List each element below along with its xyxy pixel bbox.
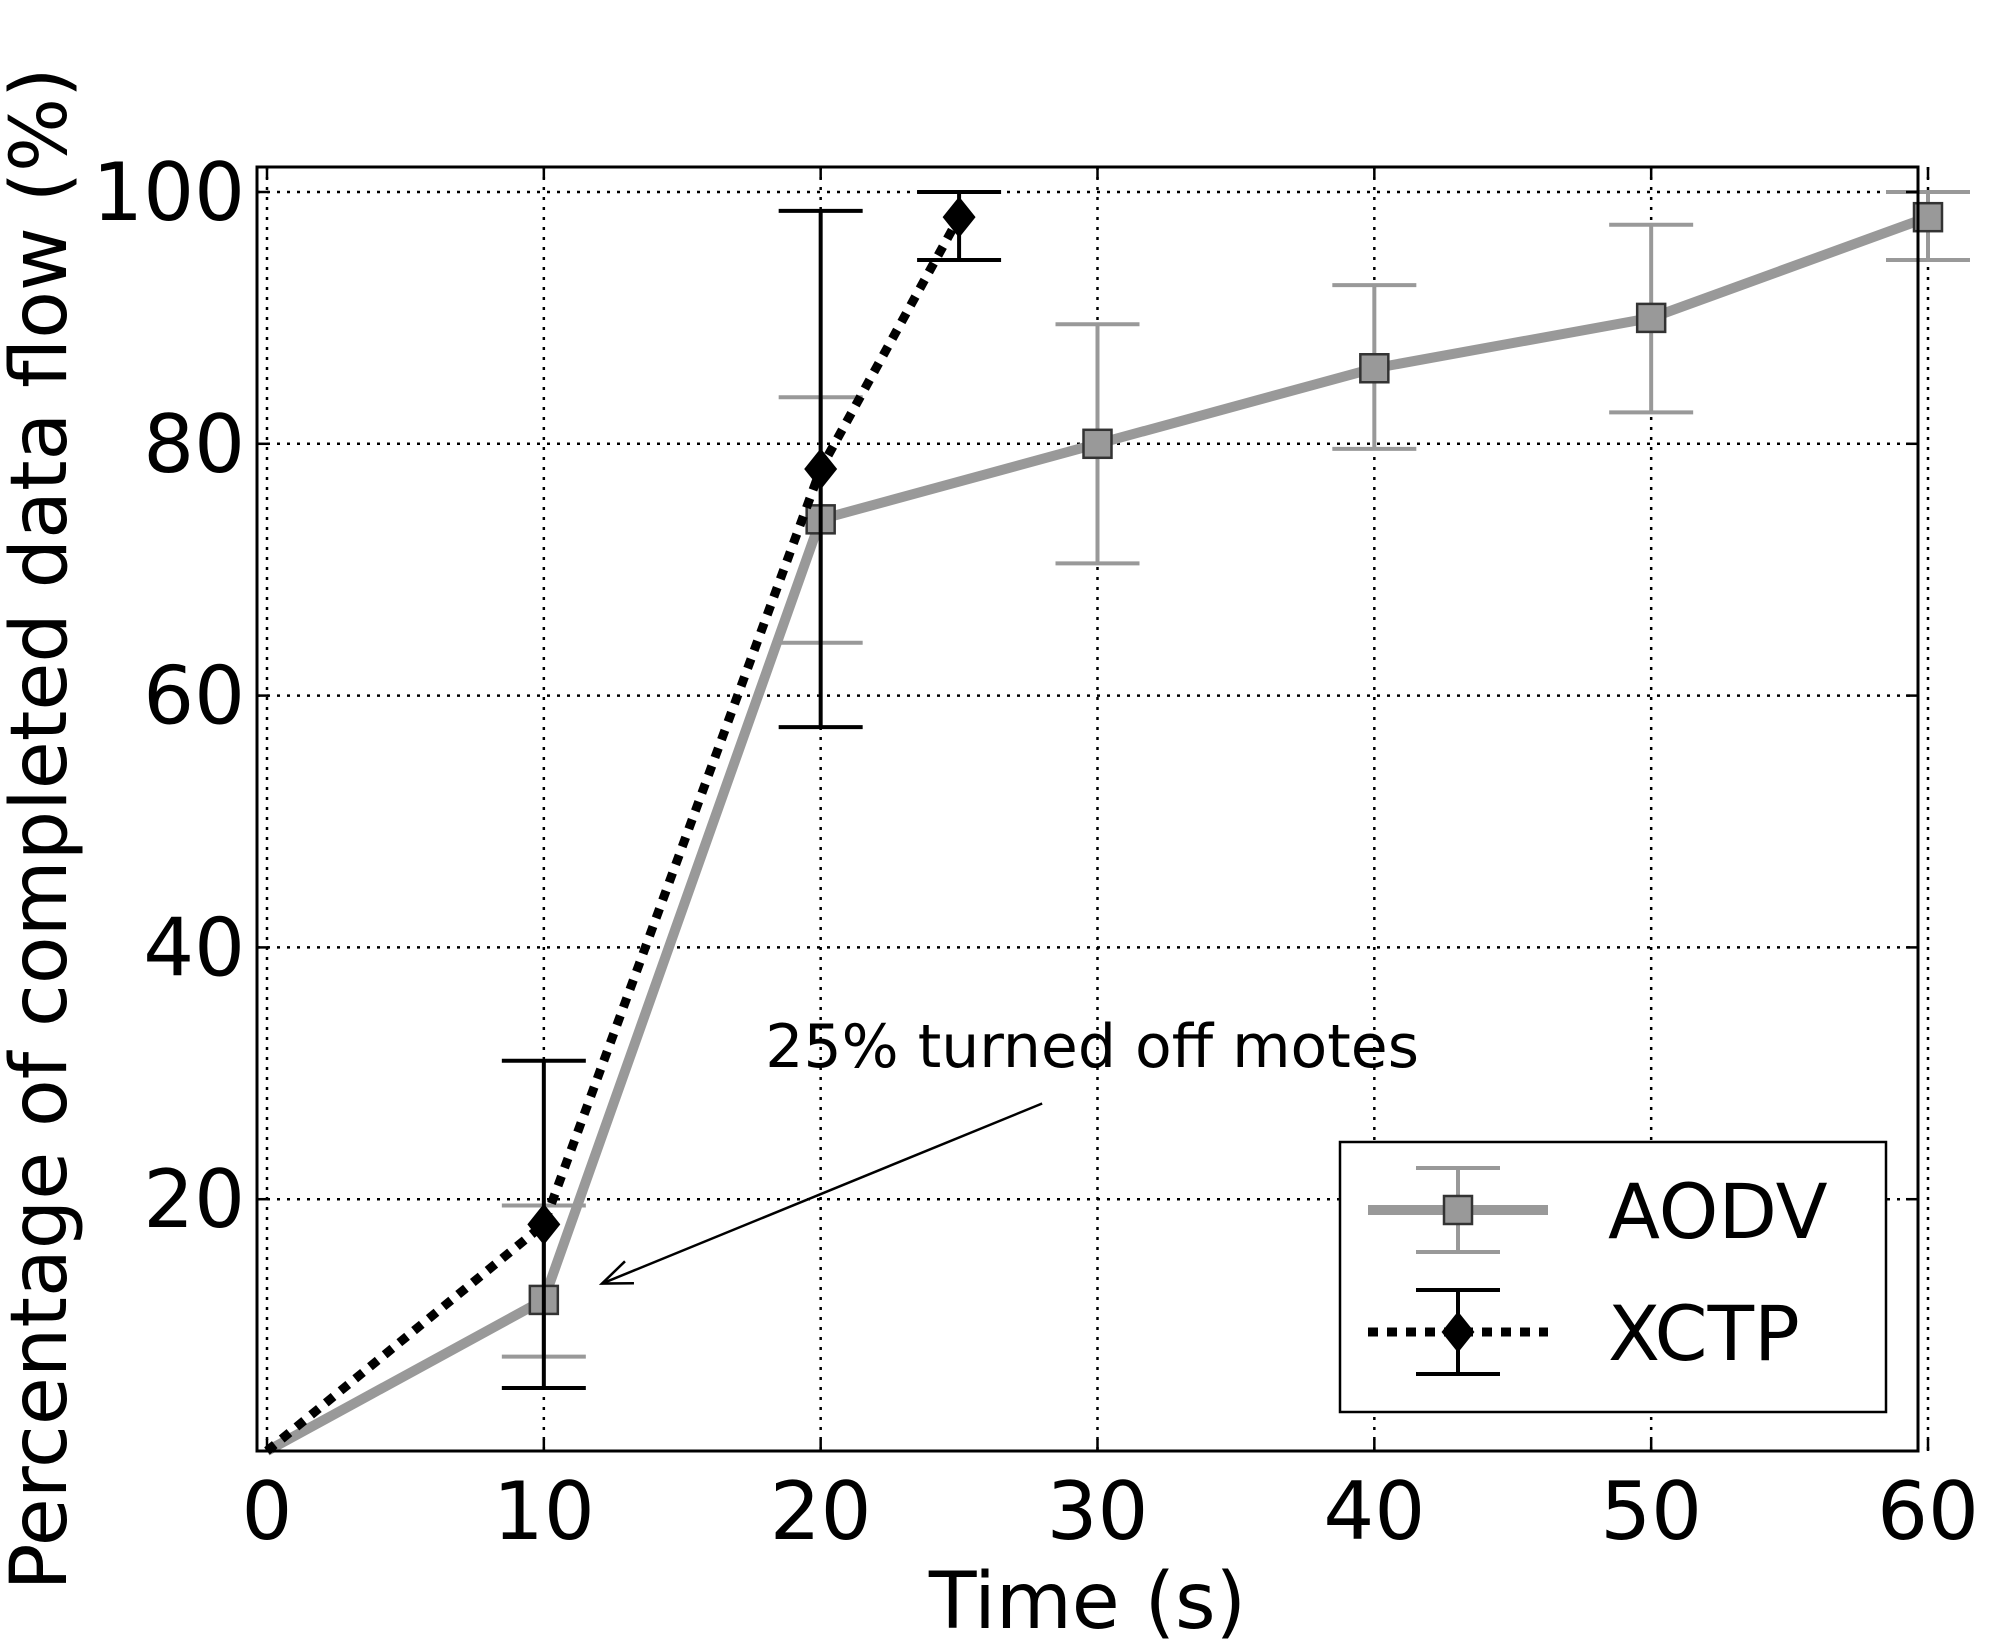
x-axis-label: Time (s) bbox=[928, 1557, 1246, 1642]
annotation-arrow-head bbox=[598, 1260, 634, 1285]
xctp-marker bbox=[942, 196, 976, 238]
series-layer bbox=[264, 190, 1970, 1456]
xctp-marker bbox=[527, 1203, 561, 1245]
y-tick-label: 60 bbox=[143, 650, 245, 743]
x-tick-label: 20 bbox=[770, 1465, 872, 1558]
x-tick-label: 10 bbox=[493, 1465, 595, 1558]
series-xctp bbox=[264, 190, 1002, 1455]
annotation-layer: 25% turned off motes bbox=[598, 1012, 1419, 1285]
legend-aodv-marker bbox=[1442, 1194, 1474, 1226]
x-tick-label: 50 bbox=[1600, 1465, 1702, 1558]
xctp-marker bbox=[804, 448, 838, 490]
legend-xctp-label: XCTP bbox=[1608, 1289, 1800, 1378]
x-tick-label: 60 bbox=[1877, 1465, 1979, 1558]
annotation-text: 25% turned off motes bbox=[765, 1012, 1419, 1082]
x-tick-label: 30 bbox=[1047, 1465, 1149, 1558]
legend-xctp-marker bbox=[1441, 1311, 1475, 1353]
tick-layer: 0 10 20 30 40 50 60 20 40 60 80 100 bbox=[92, 146, 1979, 1558]
x-tick-label: 0 bbox=[242, 1465, 293, 1558]
annotation-arrow-shaft bbox=[601, 1102, 1043, 1285]
legend-aodv-label: AODV bbox=[1608, 1167, 1828, 1256]
y-axis-label: Percentage of completed data flow (%) bbox=[0, 67, 85, 1590]
y-tick-label: 80 bbox=[143, 398, 245, 491]
aodv-marker bbox=[1359, 353, 1390, 384]
xctp-line bbox=[264, 215, 964, 1455]
y-tick-label: 20 bbox=[143, 1153, 245, 1246]
y-tick-label: 40 bbox=[143, 901, 245, 994]
legend-layer: AODV XCTP bbox=[1338, 1140, 1888, 1414]
x-tick-label: 40 bbox=[1323, 1465, 1425, 1558]
y-tick-label: 100 bbox=[92, 146, 245, 239]
plot-frame bbox=[255, 165, 1920, 1453]
legend-box bbox=[1338, 1140, 1888, 1414]
aodv-marker bbox=[1635, 302, 1667, 334]
aodv-marker bbox=[1082, 428, 1113, 460]
legend-entry-xctp: XCTP bbox=[1368, 1288, 1800, 1378]
legend-entry-aodv: AODV bbox=[1368, 1166, 1828, 1256]
